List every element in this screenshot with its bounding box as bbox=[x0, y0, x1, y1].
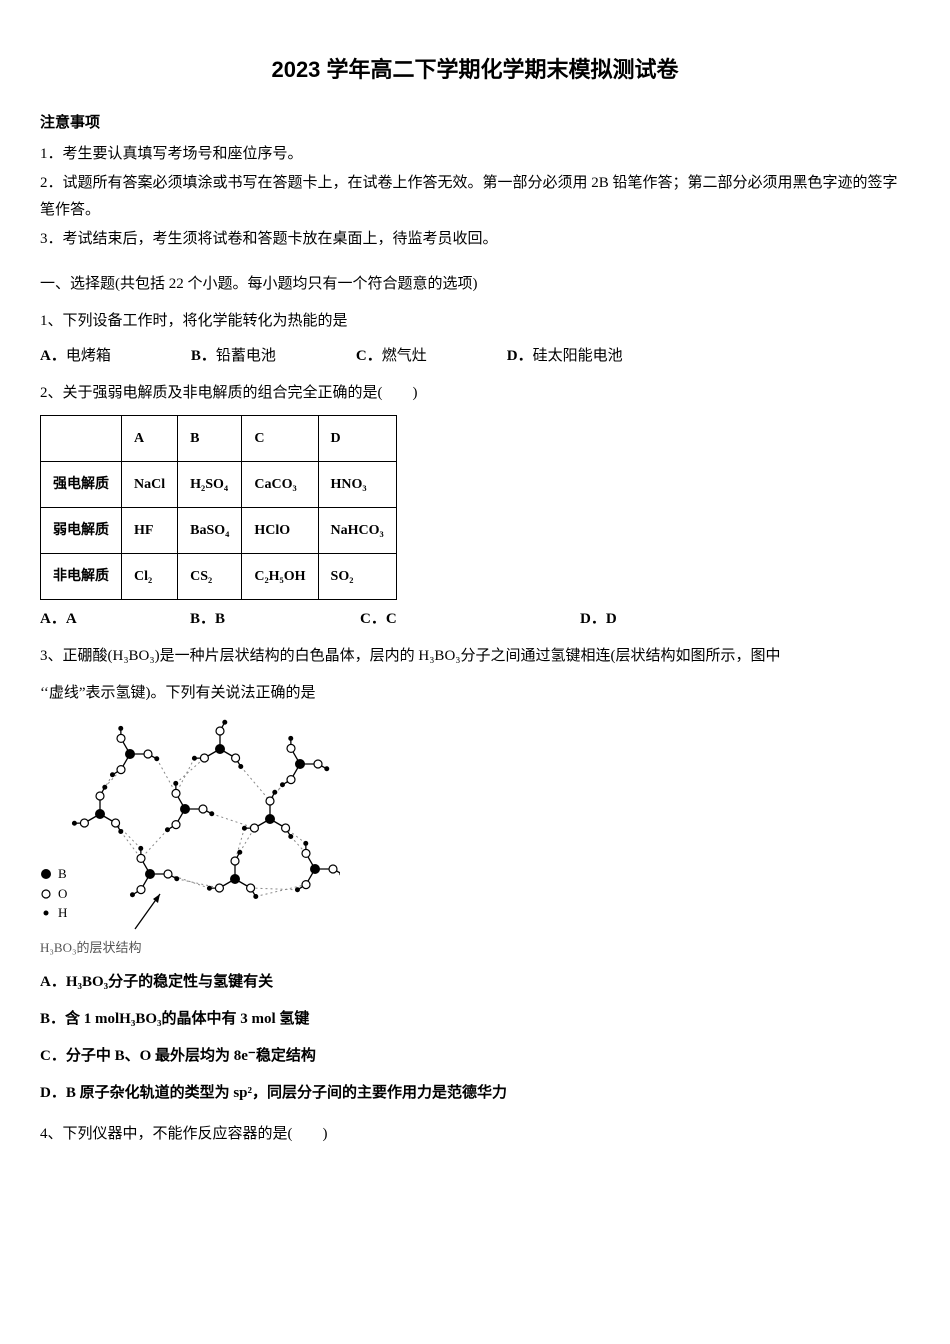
cell-non-d: SO₂ bbox=[318, 554, 396, 600]
page-title: 2023 学年高二下学期化学期末模拟测试卷 bbox=[40, 50, 910, 90]
legend-h: H bbox=[40, 903, 67, 923]
legend-b-label: B bbox=[58, 864, 67, 884]
question-2-options: A．A B．B C．C D．D bbox=[40, 606, 910, 633]
cell-weak-d: NaHCO₃ bbox=[318, 507, 396, 553]
q3-stmt-b: B．含 1 molH₃BO₃的晶体中有 3 mol 氢键 bbox=[40, 1006, 910, 1033]
q3-stmt-c: C．分子中 B、O 最外层均为 8e⁻稳定结构 bbox=[40, 1043, 910, 1070]
question-3-text-2: ‘‘虚线”表示氢键)。下列有关说法正确的是 bbox=[40, 680, 910, 707]
diagram-legend: B O H bbox=[40, 864, 67, 923]
q1-option-a: A．电烤箱 bbox=[40, 343, 111, 370]
row-strong-label: 强电解质 bbox=[41, 461, 122, 507]
question-2-text: 2、关于强弱电解质及非电解质的组合完全正确的是( ) bbox=[40, 380, 910, 407]
legend-o: O bbox=[40, 884, 67, 904]
q2-opt-a: A．A bbox=[40, 606, 190, 633]
notice-item-2: 2．试题所有答案必须填涂或书写在答题卡上，在试卷上作答无效。第一部分必须用 2B… bbox=[40, 170, 910, 224]
cell-strong-c: CaCO₃ bbox=[242, 461, 318, 507]
cell-non-b: CS₂ bbox=[178, 554, 242, 600]
cell-strong-d: HNO₃ bbox=[318, 461, 396, 507]
electrolyte-table: A B C D 强电解质 NaCl H₂SO₄ CaCO₃ HNO₃ 弱电解质 … bbox=[40, 415, 397, 601]
notice-heading: 注意事项 bbox=[40, 110, 910, 137]
cell-strong-b: H₂SO₄ bbox=[178, 461, 242, 507]
q1-option-c: C．燃气灶 bbox=[356, 343, 427, 370]
notice-item-3: 3．考试结束后，考生须将试卷和答题卡放在桌面上，待监考员收回。 bbox=[40, 226, 910, 253]
cell-strong-a: NaCl bbox=[122, 461, 178, 507]
legend-b: B bbox=[40, 864, 67, 884]
cell-non-a: Cl₂ bbox=[122, 554, 178, 600]
th-a: A bbox=[122, 415, 178, 461]
legend-o-label: O bbox=[58, 884, 67, 904]
q1-option-d: D．硅太阳能电池 bbox=[507, 343, 623, 370]
th-empty bbox=[41, 415, 122, 461]
q1-option-c-text: 燃气灶 bbox=[382, 348, 427, 364]
boric-acid-diagram: B O H H₃BO₃的层状结构 bbox=[40, 719, 340, 959]
notice-item-1: 1．考生要认真填写考场号和座位序号。 bbox=[40, 141, 910, 168]
cell-weak-b: BaSO₄ bbox=[178, 507, 242, 553]
th-b: B bbox=[178, 415, 242, 461]
section-1-heading: 一、选择题(共包括 22 个小题。每小题均只有一个符合题意的选项) bbox=[40, 271, 910, 298]
cell-non-c: C₂H₅OH bbox=[242, 554, 318, 600]
q1-option-d-text: 硅太阳能电池 bbox=[533, 348, 623, 364]
row-non-label: 非电解质 bbox=[41, 554, 122, 600]
question-1-options: A．电烤箱 B．铅蓄电池 C．燃气灶 D．硅太阳能电池 bbox=[40, 343, 910, 370]
th-c: C bbox=[242, 415, 318, 461]
row-weak-label: 弱电解质 bbox=[41, 507, 122, 553]
cell-weak-c: HClO bbox=[242, 507, 318, 553]
cell-weak-a: HF bbox=[122, 507, 178, 553]
question-1-text: 1、下列设备工作时，将化学能转化为热能的是 bbox=[40, 308, 910, 335]
q3-stmt-a: A．H₃BO₃分子的稳定性与氢键有关 bbox=[40, 969, 910, 996]
q1-option-a-text: 电烤箱 bbox=[66, 348, 111, 364]
question-4-text: 4、下列仪器中，不能作反应容器的是( ) bbox=[40, 1121, 910, 1148]
molecule-svg bbox=[40, 719, 340, 939]
legend-h-label: H bbox=[58, 903, 67, 923]
q3-stmt-d: D．B 原子杂化轨道的类型为 sp²，同层分子间的主要作用力是范德华力 bbox=[40, 1080, 910, 1107]
question-3-text-1: 3、正硼酸(H₃BO₃)是一种片层状结构的白色晶体，层内的 H₃BO₃分子之间通… bbox=[40, 643, 910, 670]
diagram-caption: H₃BO₃的层状结构 bbox=[40, 936, 142, 959]
th-d: D bbox=[318, 415, 396, 461]
q2-opt-b: B．B bbox=[190, 606, 360, 633]
q1-option-b: B．铅蓄电池 bbox=[191, 343, 276, 370]
q1-option-b-text: 铅蓄电池 bbox=[216, 348, 276, 364]
q2-opt-d: D．D bbox=[580, 606, 617, 633]
q2-opt-c: C．C bbox=[360, 606, 580, 633]
